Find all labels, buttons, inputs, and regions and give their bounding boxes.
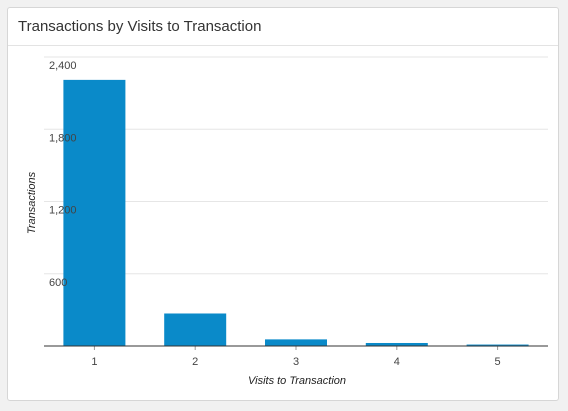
x-tick-label: 2 [192, 356, 198, 368]
x-tick-label: 1 [91, 356, 97, 368]
title-divider [8, 45, 558, 46]
y-axis-title: Transactions [26, 171, 38, 234]
x-tick-label: 5 [495, 356, 501, 368]
y-tick-label: 2,400 [49, 60, 77, 72]
y-tick-label: 600 [49, 277, 67, 289]
bar-2[interactable] [164, 313, 227, 346]
bars [63, 79, 529, 347]
x-tick-label: 3 [293, 356, 299, 368]
bar-4[interactable] [365, 342, 428, 346]
x-axis-title: Visits to Transaction [248, 375, 346, 387]
x-tick-label: 4 [394, 356, 400, 368]
y-tick-label: 1,200 [49, 205, 77, 217]
y-tick-label: 1,800 [49, 132, 77, 144]
gridlines [44, 56, 548, 275]
bar-3[interactable] [265, 339, 327, 346]
axes: 600 1,200 1,800 2,400 1 2 3 4 5 [44, 60, 548, 368]
chart-title: Transactions by Visits to Transaction [18, 18, 262, 35]
bar-1[interactable] [63, 79, 126, 347]
